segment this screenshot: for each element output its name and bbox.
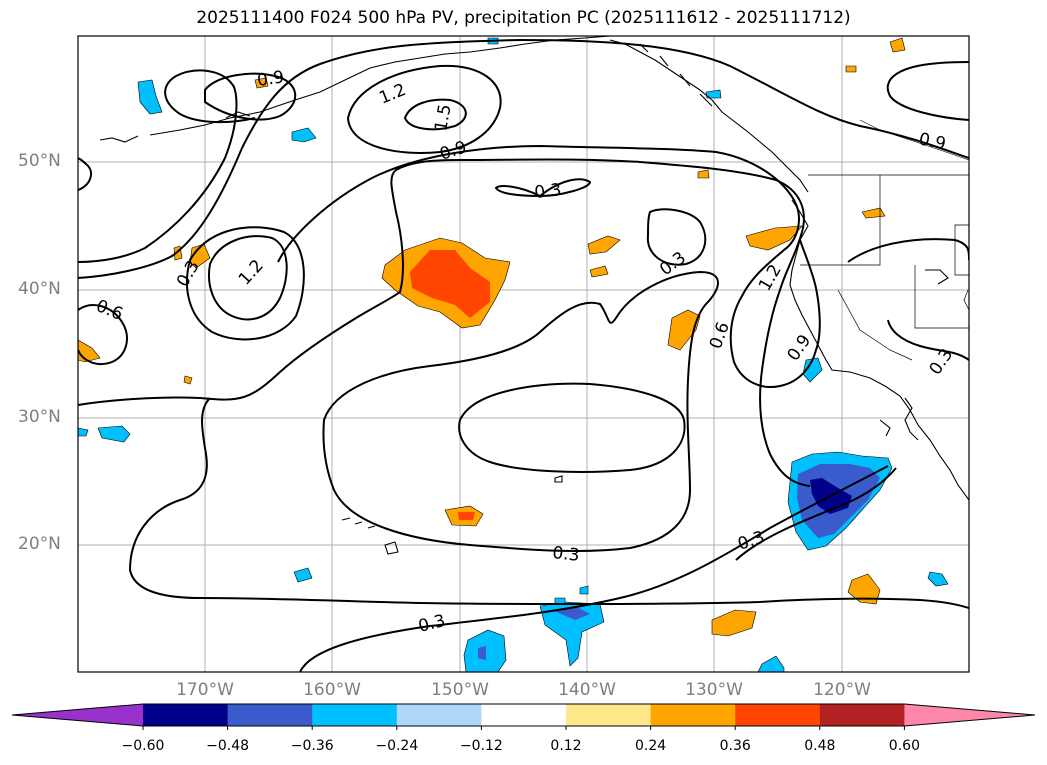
colorbar-segment (227, 704, 313, 726)
colorbar-tick-label: −0.12 (459, 738, 503, 754)
colorbar-segment (735, 704, 821, 726)
colorbar-tick-label: −0.60 (121, 738, 165, 754)
colorbar-segment (396, 704, 482, 726)
colorbar-tick-label: 0.24 (635, 738, 667, 754)
colorbar-segment (481, 704, 567, 726)
colorbar-tick-label: 0.60 (888, 738, 920, 754)
contour-label: 1.2 (235, 256, 268, 289)
contour-label: 1.2 (376, 80, 409, 109)
colorbar-extend-high (904, 704, 1035, 726)
colorbar-tick-label: 0.48 (804, 738, 836, 754)
contour-label: 0.9 (917, 129, 948, 154)
contour-label: 0.3 (533, 180, 562, 203)
lon-label-140w: 140°W (558, 680, 616, 700)
pv-contours (78, 38, 969, 672)
contour-label: 0.3 (656, 248, 690, 280)
map-frame (77, 35, 970, 673)
colorbar-segment (650, 704, 736, 726)
lat-label-20: 20°N (18, 534, 61, 554)
colorbar-tick-label: −0.24 (375, 738, 419, 754)
contour-label: 0.9 (256, 67, 286, 91)
colorbar-segment (143, 704, 229, 726)
colorbar-segment (566, 704, 652, 726)
colorbar-tick-label: −0.36 (290, 738, 334, 754)
lon-label-150w: 150°W (431, 680, 489, 700)
colorbar-tick-label: −0.48 (206, 738, 250, 754)
gridlines (78, 36, 969, 672)
map-title: 2025111400 F024 500 hPa PV, precipitatio… (196, 8, 851, 28)
lat-label-30: 30°N (18, 407, 61, 427)
colorbar-segment (312, 704, 398, 726)
lon-label-160w: 160°W (303, 680, 361, 700)
contour-label: 0.3 (551, 543, 580, 566)
lon-label-170w: 170°W (176, 680, 234, 700)
lon-label-130w: 130°W (685, 680, 743, 700)
precip-shading (78, 37, 949, 672)
colorbar (11, 703, 1036, 730)
contour-labels: 0.9 1.2 1.5 0.9 0.3 0.9 0.3 1.2 0.6 0.3 … (93, 67, 957, 636)
contour-label: 1.2 (755, 261, 786, 294)
contour-label: 1.5 (431, 103, 455, 133)
lon-label-120w: 120°W (813, 680, 871, 700)
contour-label: 0.3 (416, 611, 447, 637)
contour-label: 0.3 (926, 345, 958, 379)
colorbar-tick-label: 0.36 (719, 738, 751, 754)
contour-label: 0.6 (706, 319, 734, 351)
lat-label-50: 50°N (18, 151, 61, 171)
colorbar-tick-label: 0.12 (550, 738, 582, 754)
colorbar-segment (819, 704, 905, 726)
lat-label-40: 40°N (18, 279, 61, 299)
coastlines (99, 36, 969, 555)
colorbar-extend-low (12, 704, 143, 726)
